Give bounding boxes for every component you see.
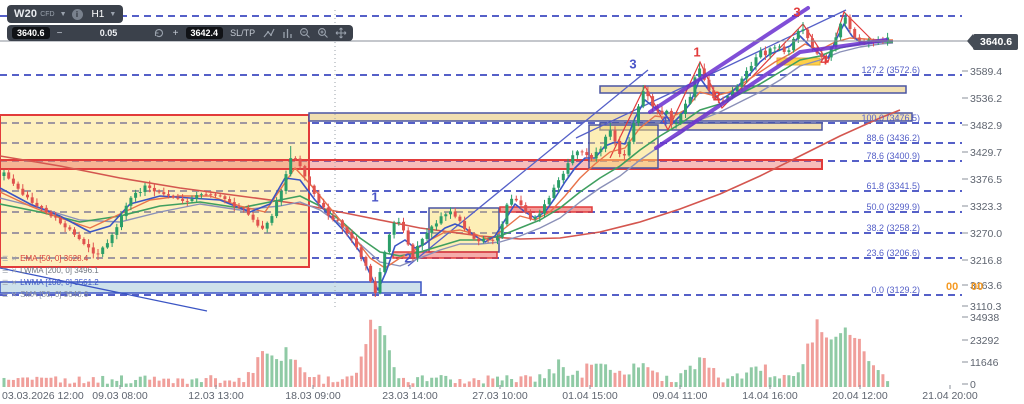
close-icon[interactable]: ✕	[11, 267, 18, 275]
info-icon[interactable]: i	[71, 8, 83, 20]
indicators-icon[interactable]	[280, 27, 294, 39]
price-axis-label: 3429.7	[970, 147, 1003, 159]
price-axis-label: 3536.2	[970, 93, 1003, 105]
purple-channel-upper[interactable]	[648, 6, 810, 114]
purple-channel-lower[interactable]	[654, 38, 888, 150]
price-axis-label: 3270.0	[970, 228, 1003, 240]
indicator-legend-text: LWMA [200, 0] 3496.1	[20, 266, 99, 275]
drag-handle-icon[interactable]: ☰	[2, 279, 9, 287]
symbol-label[interactable]: W20	[14, 8, 38, 20]
indicator-legend-text: LWMA [100, 0] 3561.2	[20, 278, 99, 287]
blue-support-zone[interactable]	[0, 281, 422, 294]
ma-lwma200	[0, 109, 901, 240]
fib-level-label: 61.8 (3341.5)	[866, 181, 920, 191]
session-time-marker: 00	[971, 281, 984, 293]
refresh-icon[interactable]	[152, 27, 166, 39]
volume-axis-label: 34938	[970, 312, 1000, 324]
fib-level-label: 50.0 (3299.9)	[866, 202, 920, 212]
timeframe-selector[interactable]: H1	[91, 8, 105, 20]
fib-level-label: 88.6 (3436.2)	[866, 133, 920, 143]
volume-axis-label: 11646	[970, 357, 999, 369]
time-axis-label: 03.03.2026 12:00	[2, 390, 84, 402]
indicator-legend-text: SMA [50, 0] 3640.6	[20, 290, 89, 299]
price-axis-label: 3323.3	[970, 201, 1003, 213]
indicator-legend-text: EMA [50, 0] 3628.4	[20, 254, 89, 263]
volume-axis-label: 23292	[970, 335, 1000, 347]
time-axis-label: 27.03 10:00	[472, 390, 528, 402]
wave-label-blue-3[interactable]: 3	[629, 56, 637, 72]
wave-label-red-4[interactable]: 4	[820, 52, 828, 68]
tan-band-mid[interactable]	[308, 112, 913, 122]
fib-level-label: 78.6 (3400.9)	[866, 151, 920, 161]
red-resistance-band[interactable]	[0, 159, 823, 170]
drag-handle-icon[interactable]: ☰	[2, 291, 9, 299]
time-axis-label: 09.04 11:00	[652, 390, 708, 402]
uptrend-line-1[interactable]	[407, 69, 649, 267]
indicator-legend-row[interactable]: ☰ ✕ LWMA [200, 0] 3496.1	[2, 266, 99, 275]
indicator-legend-row[interactable]: ☰ ✕ EMA [50, 0] 3628.4	[2, 254, 88, 263]
chevron-down-icon[interactable]: ▼	[59, 10, 67, 18]
volume-increase-button[interactable]: +	[172, 27, 179, 39]
wave-label-blue-1[interactable]: 1	[371, 189, 379, 205]
fib-level-label: 100.0 (3476.5)	[861, 113, 920, 123]
volume-bars	[2, 319, 890, 387]
session-time-marker: 00	[946, 281, 959, 293]
zoom-in-icon[interactable]	[316, 27, 330, 39]
price-axis-label: 3376.5	[970, 174, 1003, 186]
current-price-tag: 3640.6	[966, 34, 1019, 50]
time-axis-label: 23.03 14:00	[382, 390, 438, 402]
drag-handle-icon[interactable]: ☰	[2, 267, 9, 275]
price-axis-label: 3163.6	[970, 280, 1003, 292]
volume-input[interactable]: 0.05	[99, 28, 118, 38]
time-axis-label: 21.04 20:00	[922, 390, 978, 402]
wave-label-red-1[interactable]: 1	[693, 44, 701, 60]
fib-level-label: 0.0 (3129.2)	[871, 285, 920, 295]
instrument-toolbar: W20 CFD ▼ i H1 ▼	[7, 5, 124, 23]
ma-green	[0, 41, 893, 257]
wave-label-red-3[interactable]: 3	[793, 4, 801, 20]
price-axis-label: 3589.4	[970, 66, 1003, 78]
time-axis-label: 18.03 09:00	[285, 390, 341, 402]
ma-blue	[0, 23, 893, 291]
indicator-legend-row[interactable]: ☰ ✕ SMA [50, 0] 3640.6	[2, 290, 88, 299]
buy-price-button[interactable]: 3642.4	[185, 27, 224, 39]
indicator-legend-row[interactable]: ☰ ✕ LWMA [100, 0] 3561.2	[2, 278, 99, 287]
drag-handle-icon[interactable]: ☰	[2, 255, 9, 263]
zoom-out-icon[interactable]	[298, 27, 312, 39]
time-axis-label: 01.04 15:00	[562, 390, 618, 402]
volume-axis-label: 0	[970, 379, 976, 391]
sell-price-button[interactable]: 3640.6	[12, 27, 50, 39]
downtrend-line[interactable]	[0, 267, 208, 312]
wave-label-blue-4[interactable]: 4	[660, 113, 668, 129]
wave-label-blue-2[interactable]: 2	[404, 250, 412, 266]
fib-level-label: 127.2 (3572.6)	[861, 65, 920, 75]
close-icon[interactable]: ✕	[11, 279, 18, 287]
fib-level-label: 38.2 (3258.2)	[866, 223, 920, 233]
time-axis-label: 14.04 16:00	[742, 390, 798, 402]
candles	[2, 13, 890, 297]
close-icon[interactable]: ✕	[11, 291, 18, 299]
tan-band-upper[interactable]	[599, 85, 907, 94]
price-axis-label: 3216.8	[970, 255, 1003, 267]
sltp-button[interactable]: SL/TP	[230, 28, 256, 38]
fib-level-label: 23.6 (3206.6)	[866, 248, 920, 258]
chevron-down-icon[interactable]: ▼	[109, 10, 117, 18]
trendline-tool-icon[interactable]	[262, 27, 276, 39]
time-axis-label: 20.04 12:00	[832, 390, 888, 402]
volume-decrease-button[interactable]: −	[56, 27, 63, 39]
market-type-label: CFD	[40, 10, 55, 18]
crosshair-move-icon[interactable]	[334, 27, 348, 39]
close-icon[interactable]: ✕	[11, 255, 18, 263]
order-toolbar: 3640.6 − 0.05 + 3642.4 SL/TP	[7, 25, 354, 41]
wave-label-red-2[interactable]: 2	[713, 88, 721, 104]
time-axis-label: 12.03 13:00	[188, 390, 244, 402]
time-axis-label: 09.03 08:00	[92, 390, 148, 402]
price-axis-label: 3482.9	[970, 120, 1003, 132]
price-axis-label: 3110.3	[970, 301, 1002, 313]
